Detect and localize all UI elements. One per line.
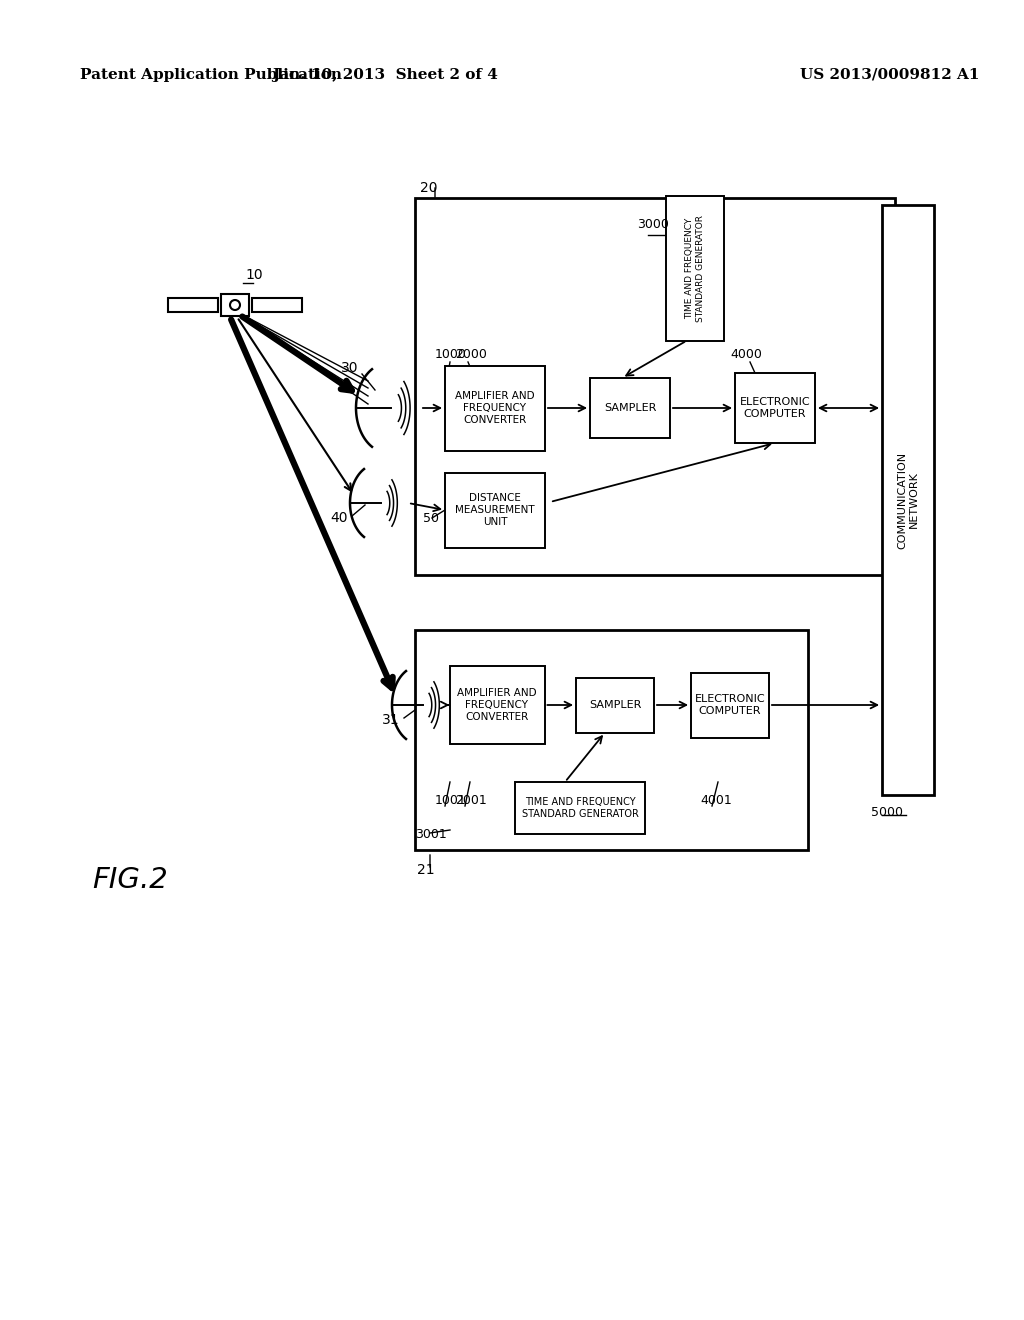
- Bar: [415, 198, 895, 576]
- Bar: [450, 667, 545, 744]
- Text: 1000: 1000: [435, 348, 467, 362]
- Text: 20: 20: [420, 181, 437, 195]
- Text: DISTANCE
MEASUREMENT
UNIT: DISTANCE MEASUREMENT UNIT: [456, 492, 535, 528]
- Bar: [445, 473, 545, 548]
- Text: SAMPLER: SAMPLER: [604, 403, 656, 413]
- Bar: [882, 205, 934, 795]
- Bar: [515, 781, 645, 834]
- Text: 1001: 1001: [435, 793, 467, 807]
- Text: 21: 21: [417, 863, 434, 876]
- Text: AMPLIFIER AND
FREQUENCY
CONVERTER: AMPLIFIER AND FREQUENCY CONVERTER: [457, 688, 537, 722]
- Bar: [691, 672, 769, 738]
- Bar: [252, 298, 302, 312]
- Text: 5000: 5000: [871, 807, 903, 820]
- Text: SAMPLER: SAMPLER: [589, 700, 641, 710]
- Text: 3001: 3001: [415, 829, 446, 842]
- Bar: [168, 298, 218, 312]
- Bar: [590, 378, 670, 438]
- Text: 4000: 4000: [730, 348, 762, 362]
- Text: 30: 30: [341, 360, 358, 375]
- Text: AMPLIFIER AND
FREQUENCY
CONVERTER: AMPLIFIER AND FREQUENCY CONVERTER: [456, 391, 535, 425]
- Text: ELECTRONIC
COMPUTER: ELECTRONIC COMPUTER: [739, 397, 810, 420]
- Text: FIG.2: FIG.2: [92, 866, 168, 894]
- Text: 10: 10: [245, 268, 262, 282]
- Bar: [666, 195, 724, 341]
- Text: TIME AND FREQUENCY
STANDARD GENERATOR: TIME AND FREQUENCY STANDARD GENERATOR: [521, 797, 638, 820]
- Bar: [221, 294, 249, 315]
- Text: 40: 40: [331, 511, 348, 525]
- Text: TIME AND FREQUENCY
STANDARD GENERATOR: TIME AND FREQUENCY STANDARD GENERATOR: [685, 214, 705, 322]
- Text: 3000: 3000: [637, 219, 669, 231]
- Text: 31: 31: [382, 713, 400, 727]
- Text: 50: 50: [423, 511, 439, 524]
- Bar: [735, 374, 815, 444]
- Text: Patent Application Publication: Patent Application Publication: [80, 69, 342, 82]
- Text: 2001: 2001: [455, 793, 486, 807]
- Text: COMMUNICATION
NETWORK: COMMUNICATION NETWORK: [897, 451, 919, 549]
- Bar: [445, 366, 545, 450]
- Text: 2000: 2000: [455, 348, 486, 362]
- Bar: [575, 677, 654, 733]
- Text: ELECTRONIC
COMPUTER: ELECTRONIC COMPUTER: [694, 694, 765, 717]
- Text: US 2013/0009812 A1: US 2013/0009812 A1: [800, 69, 980, 82]
- Bar: [415, 630, 808, 850]
- Text: Jan. 10, 2013  Sheet 2 of 4: Jan. 10, 2013 Sheet 2 of 4: [272, 69, 498, 82]
- Text: 4001: 4001: [700, 793, 732, 807]
